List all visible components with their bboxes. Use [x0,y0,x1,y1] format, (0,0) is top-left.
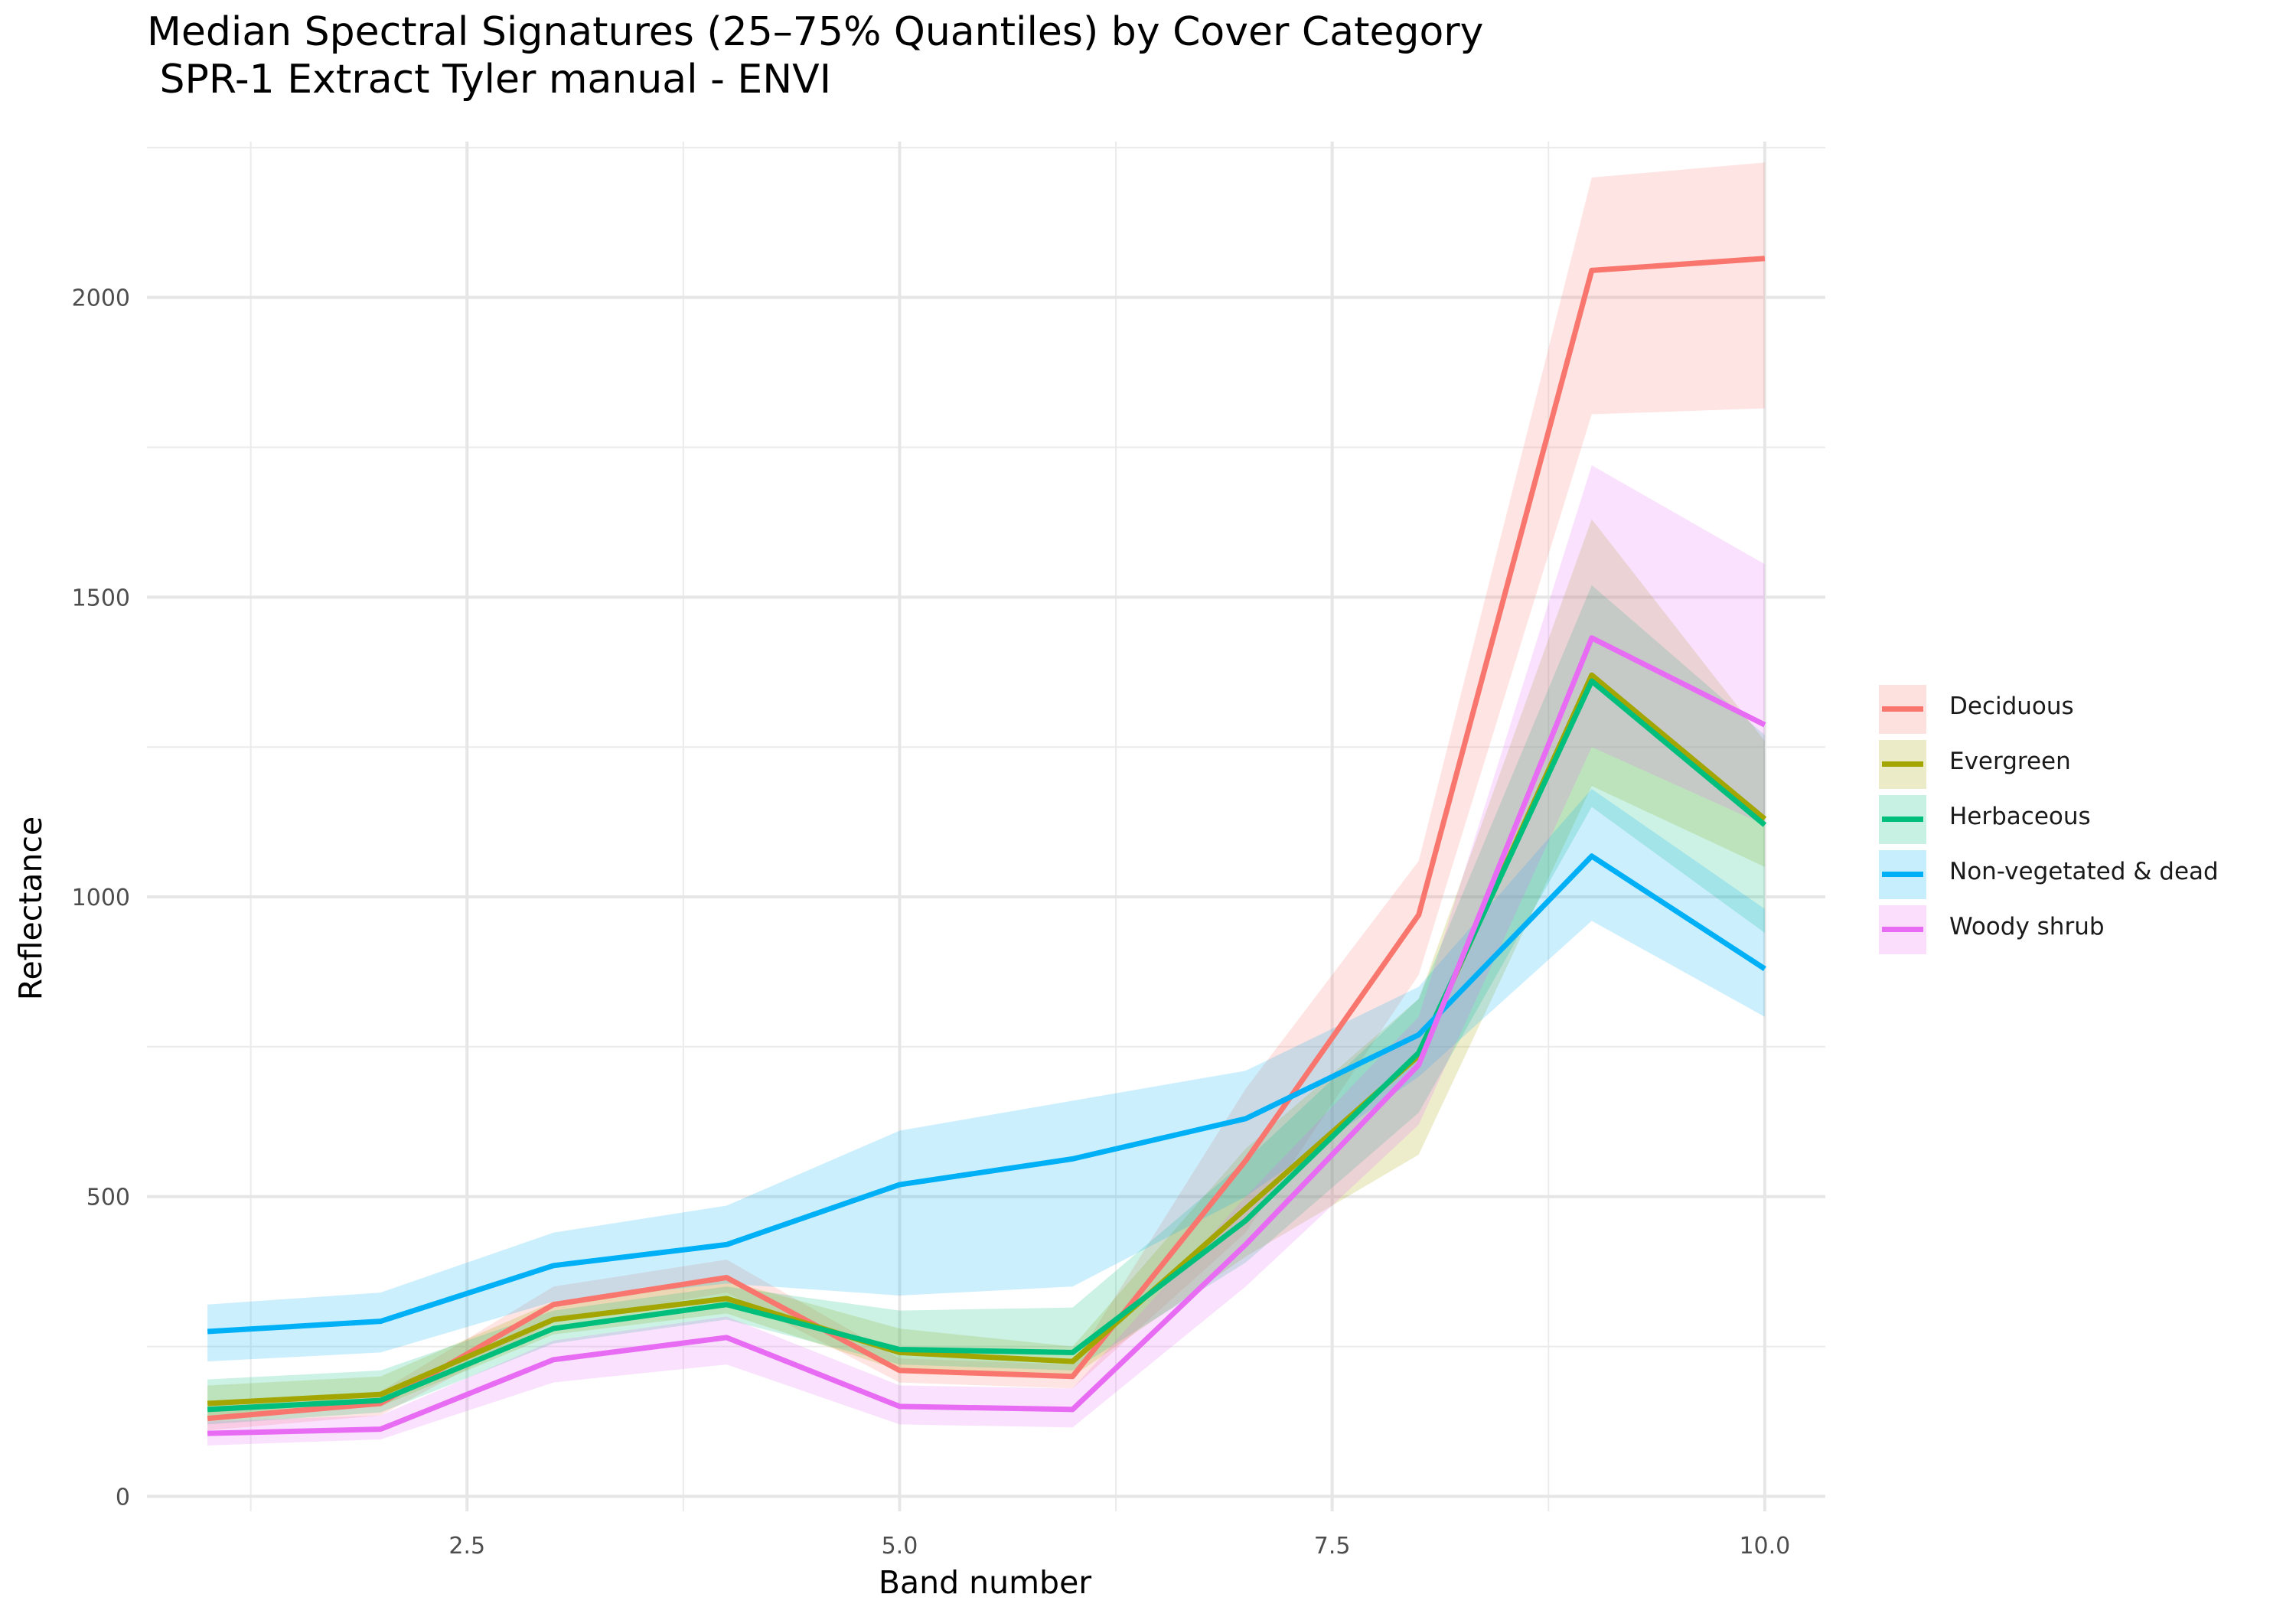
y-tick-label: 2000 [72,285,130,312]
legend-key [1879,795,1926,844]
quantile-ribbons [207,162,1765,1446]
x-tick-label: 5.0 [882,1533,918,1560]
legend-label: Herbaceous [1949,803,2091,830]
legend-label: Deciduous [1949,693,2074,720]
ribbon-herbaceous [207,585,1765,1425]
grid-major [147,142,1825,1511]
y-tick-label: 0 [116,1484,130,1511]
legend-key-line [1882,706,1923,712]
legend-key [1879,850,1926,899]
legend-key-line [1882,927,1923,932]
line-deciduous [207,256,1766,1422]
legend-key-line [1882,872,1923,877]
legend-key [1879,685,1926,734]
y-tick-label: 1000 [72,885,130,911]
x-tick-label: 7.5 [1314,1533,1351,1560]
ribbon-deciduous [207,162,1765,1431]
ribbon-evergreen [207,519,1765,1419]
median-lines [207,256,1767,1436]
legend-label: Evergreen [1949,748,2071,775]
x-axis-label: Band number [879,1564,1091,1601]
y-axis-ticks: 0 500 1000 1500 2000 [72,285,130,1511]
legend-label: Woody shrub [1949,913,2105,940]
x-tick-label: 10.0 [1739,1533,1790,1560]
ribbon-woody-shrub [207,465,1765,1446]
x-axis-ticks: 2.5 5.0 7.5 10.0 [448,1533,1790,1560]
y-tick-label: 500 [86,1185,130,1211]
y-tick-label: 1500 [72,585,130,611]
legend-key [1879,905,1926,954]
line-woody-shrub [207,635,1766,1436]
ribbon-non-vegetated-dead [207,789,1765,1362]
x-tick-label: 2.5 [448,1533,485,1560]
chart-title: Median Spectral Signatures (25–75% Quant… [147,9,1484,55]
legend-key [1879,740,1926,789]
legend-label: Non-vegetated & dead [1949,858,2219,885]
y-axis-label: Reflectance [12,817,49,1000]
legend-key-line [1882,817,1923,822]
chart-subtitle: SPR-1 Extract Tyler manual - ENVI [147,57,832,103]
line-non-vegetated-dead [207,853,1766,1335]
legend-key-line [1882,761,1923,767]
line-herbaceous [207,678,1767,1413]
